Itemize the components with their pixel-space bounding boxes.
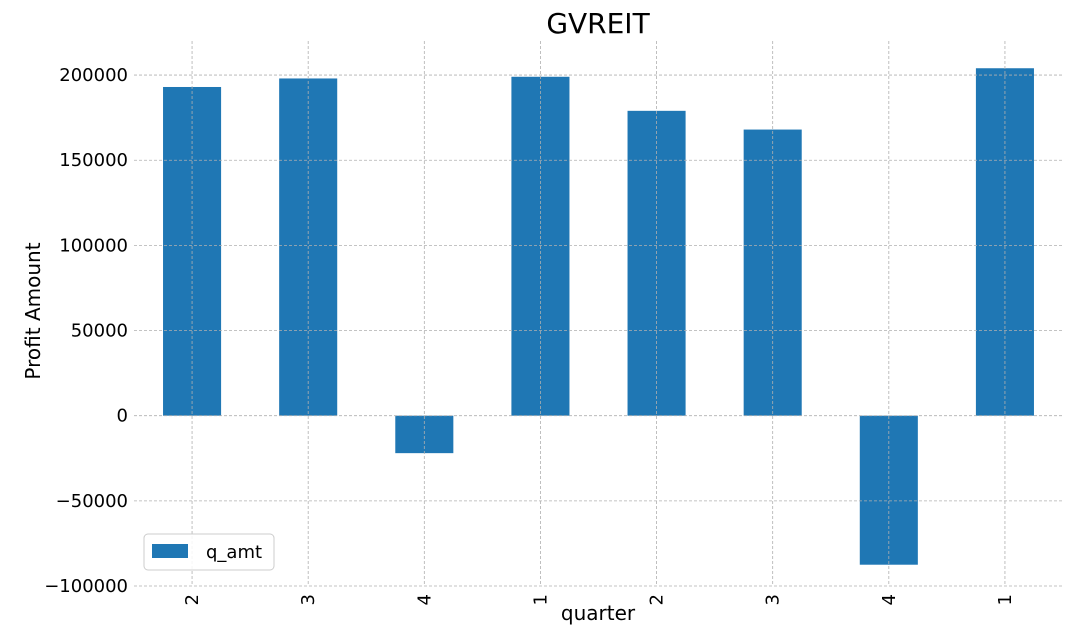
x-tick-label: 2	[182, 594, 203, 605]
y-tick-label: 0	[117, 406, 128, 427]
grid-lines	[134, 41, 1063, 587]
legend-label: q_amt	[206, 542, 262, 563]
chart-title: GVREIT	[546, 7, 650, 40]
bars	[163, 68, 1034, 565]
x-tick-label: 3	[763, 594, 784, 605]
y-tick-label: −100000	[44, 576, 128, 597]
x-tick-label: 2	[647, 594, 668, 605]
y-tick-label: 100000	[59, 235, 128, 256]
legend-swatch	[152, 544, 188, 558]
x-tick-label: 4	[414, 594, 435, 605]
x-axis-label: quarter	[561, 601, 636, 625]
x-tick-label: 4	[879, 594, 900, 605]
bar	[859, 415, 918, 565]
x-axis-ticks: 2 3 4 1 2 3 4 1	[182, 594, 1016, 605]
y-tick-label: 50000	[71, 321, 128, 342]
x-tick-label: 1	[530, 594, 551, 605]
y-tick-label: 150000	[59, 150, 128, 171]
x-tick-label: 3	[298, 594, 319, 605]
legend-box	[143, 533, 275, 571]
y-tick-label: 200000	[59, 65, 128, 86]
legend: q_amt	[143, 533, 275, 571]
y-axis-ticks: −100000 −50000 0 50000 100000 150000 200000	[44, 65, 128, 597]
y-tick-label: −50000	[56, 491, 128, 512]
x-tick-label: 1	[995, 594, 1016, 605]
y-axis-label: Profit Amount	[21, 242, 45, 379]
